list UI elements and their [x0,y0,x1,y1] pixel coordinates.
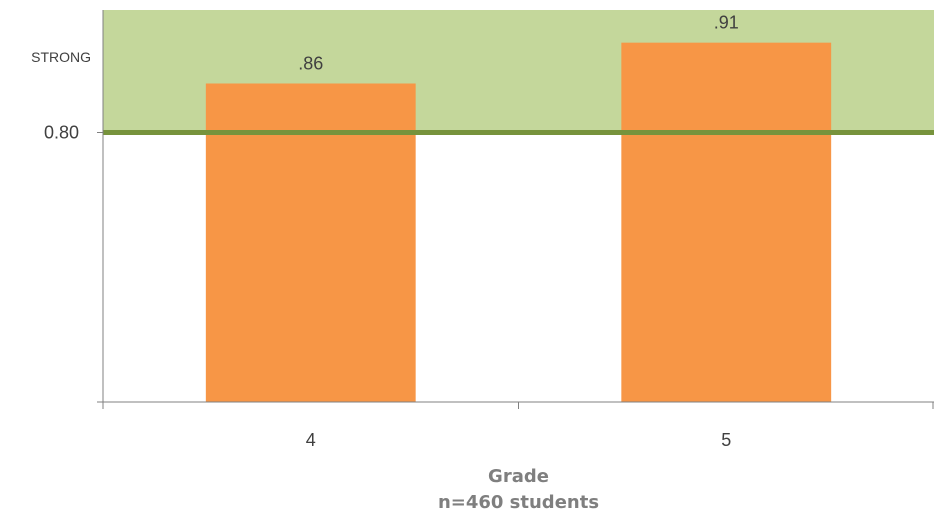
data-label-grade-5: .91 [714,13,739,33]
x-axis-note: n=460 students [438,492,599,513]
bar-grade-4 [205,83,416,402]
x-axis-title: Grade [488,466,549,487]
bar-grade-5 [621,42,832,403]
data-label-grade-4: .86 [298,54,323,74]
category-label-grade-5: 5 [721,430,731,450]
band-label: STRONG [31,49,91,65]
category-label-grade-4: 4 [306,430,316,450]
y-tick-label-threshold: 0.80 [44,123,79,143]
